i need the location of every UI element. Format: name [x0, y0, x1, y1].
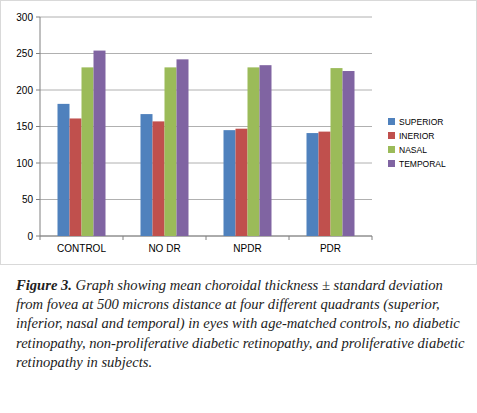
chart: 0 50 100 150 200 250 300 CONTROL NO DR NPDR PDR SUP…	[0, 0, 477, 268]
bar	[236, 129, 248, 236]
chart-border	[1, 1, 477, 265]
caption-label: Figure 3.	[16, 277, 72, 293]
bar	[165, 67, 177, 236]
x-tick	[123, 236, 124, 240]
y-tick	[36, 17, 40, 18]
legend-swatch	[388, 146, 395, 153]
y-tick-label: 250	[16, 48, 33, 59]
bar	[153, 121, 165, 236]
y-tick	[36, 90, 40, 91]
y-tick-label: 0	[27, 231, 33, 242]
bar	[343, 71, 355, 236]
bar	[224, 130, 236, 236]
legend-label: INERIOR	[399, 131, 434, 141]
legend-label: SUPERIOR	[399, 117, 443, 127]
bar	[58, 104, 70, 236]
bar	[177, 59, 189, 236]
x-tick-label: PDR	[320, 243, 341, 254]
bar	[141, 114, 153, 236]
legend-swatch	[388, 132, 395, 139]
x-tick	[40, 236, 41, 240]
grid-line	[40, 53, 372, 54]
bar	[307, 133, 319, 236]
legend-label: TEMPORAL	[399, 159, 446, 169]
legend-label: NASAL	[399, 145, 427, 155]
y-tick-label: 300	[16, 12, 33, 23]
y-tick	[36, 163, 40, 164]
bar	[70, 118, 82, 236]
y-tick	[36, 199, 40, 200]
caption: Figure 3. Graph showing mean choroidal t…	[16, 276, 466, 372]
bars	[58, 51, 355, 236]
bar	[248, 67, 260, 236]
y-tick-label: 150	[16, 121, 33, 132]
bar	[331, 68, 343, 236]
y-tick	[36, 53, 40, 54]
y-tick	[36, 236, 40, 237]
bar	[82, 67, 94, 236]
legend-swatch	[388, 118, 395, 125]
x-tick	[206, 236, 207, 240]
bar	[94, 51, 106, 236]
y-axis	[40, 17, 41, 236]
y-tick-label: 50	[22, 194, 34, 205]
y-tick-label: 100	[16, 158, 33, 169]
bar	[319, 132, 331, 236]
x-tick-label: NPDR	[233, 243, 261, 254]
x-tick-label: NO DR	[148, 243, 180, 254]
x-tick	[372, 236, 373, 240]
grid-line	[40, 17, 372, 18]
bar	[260, 65, 272, 236]
y-tick	[36, 126, 40, 127]
y-tick-label: 200	[16, 85, 33, 96]
caption-text: Graph showing mean choroidal thickness ±…	[16, 277, 465, 370]
x-tick-label: CONTROL	[57, 243, 106, 254]
legend-swatch	[388, 160, 395, 167]
x-tick	[289, 236, 290, 240]
